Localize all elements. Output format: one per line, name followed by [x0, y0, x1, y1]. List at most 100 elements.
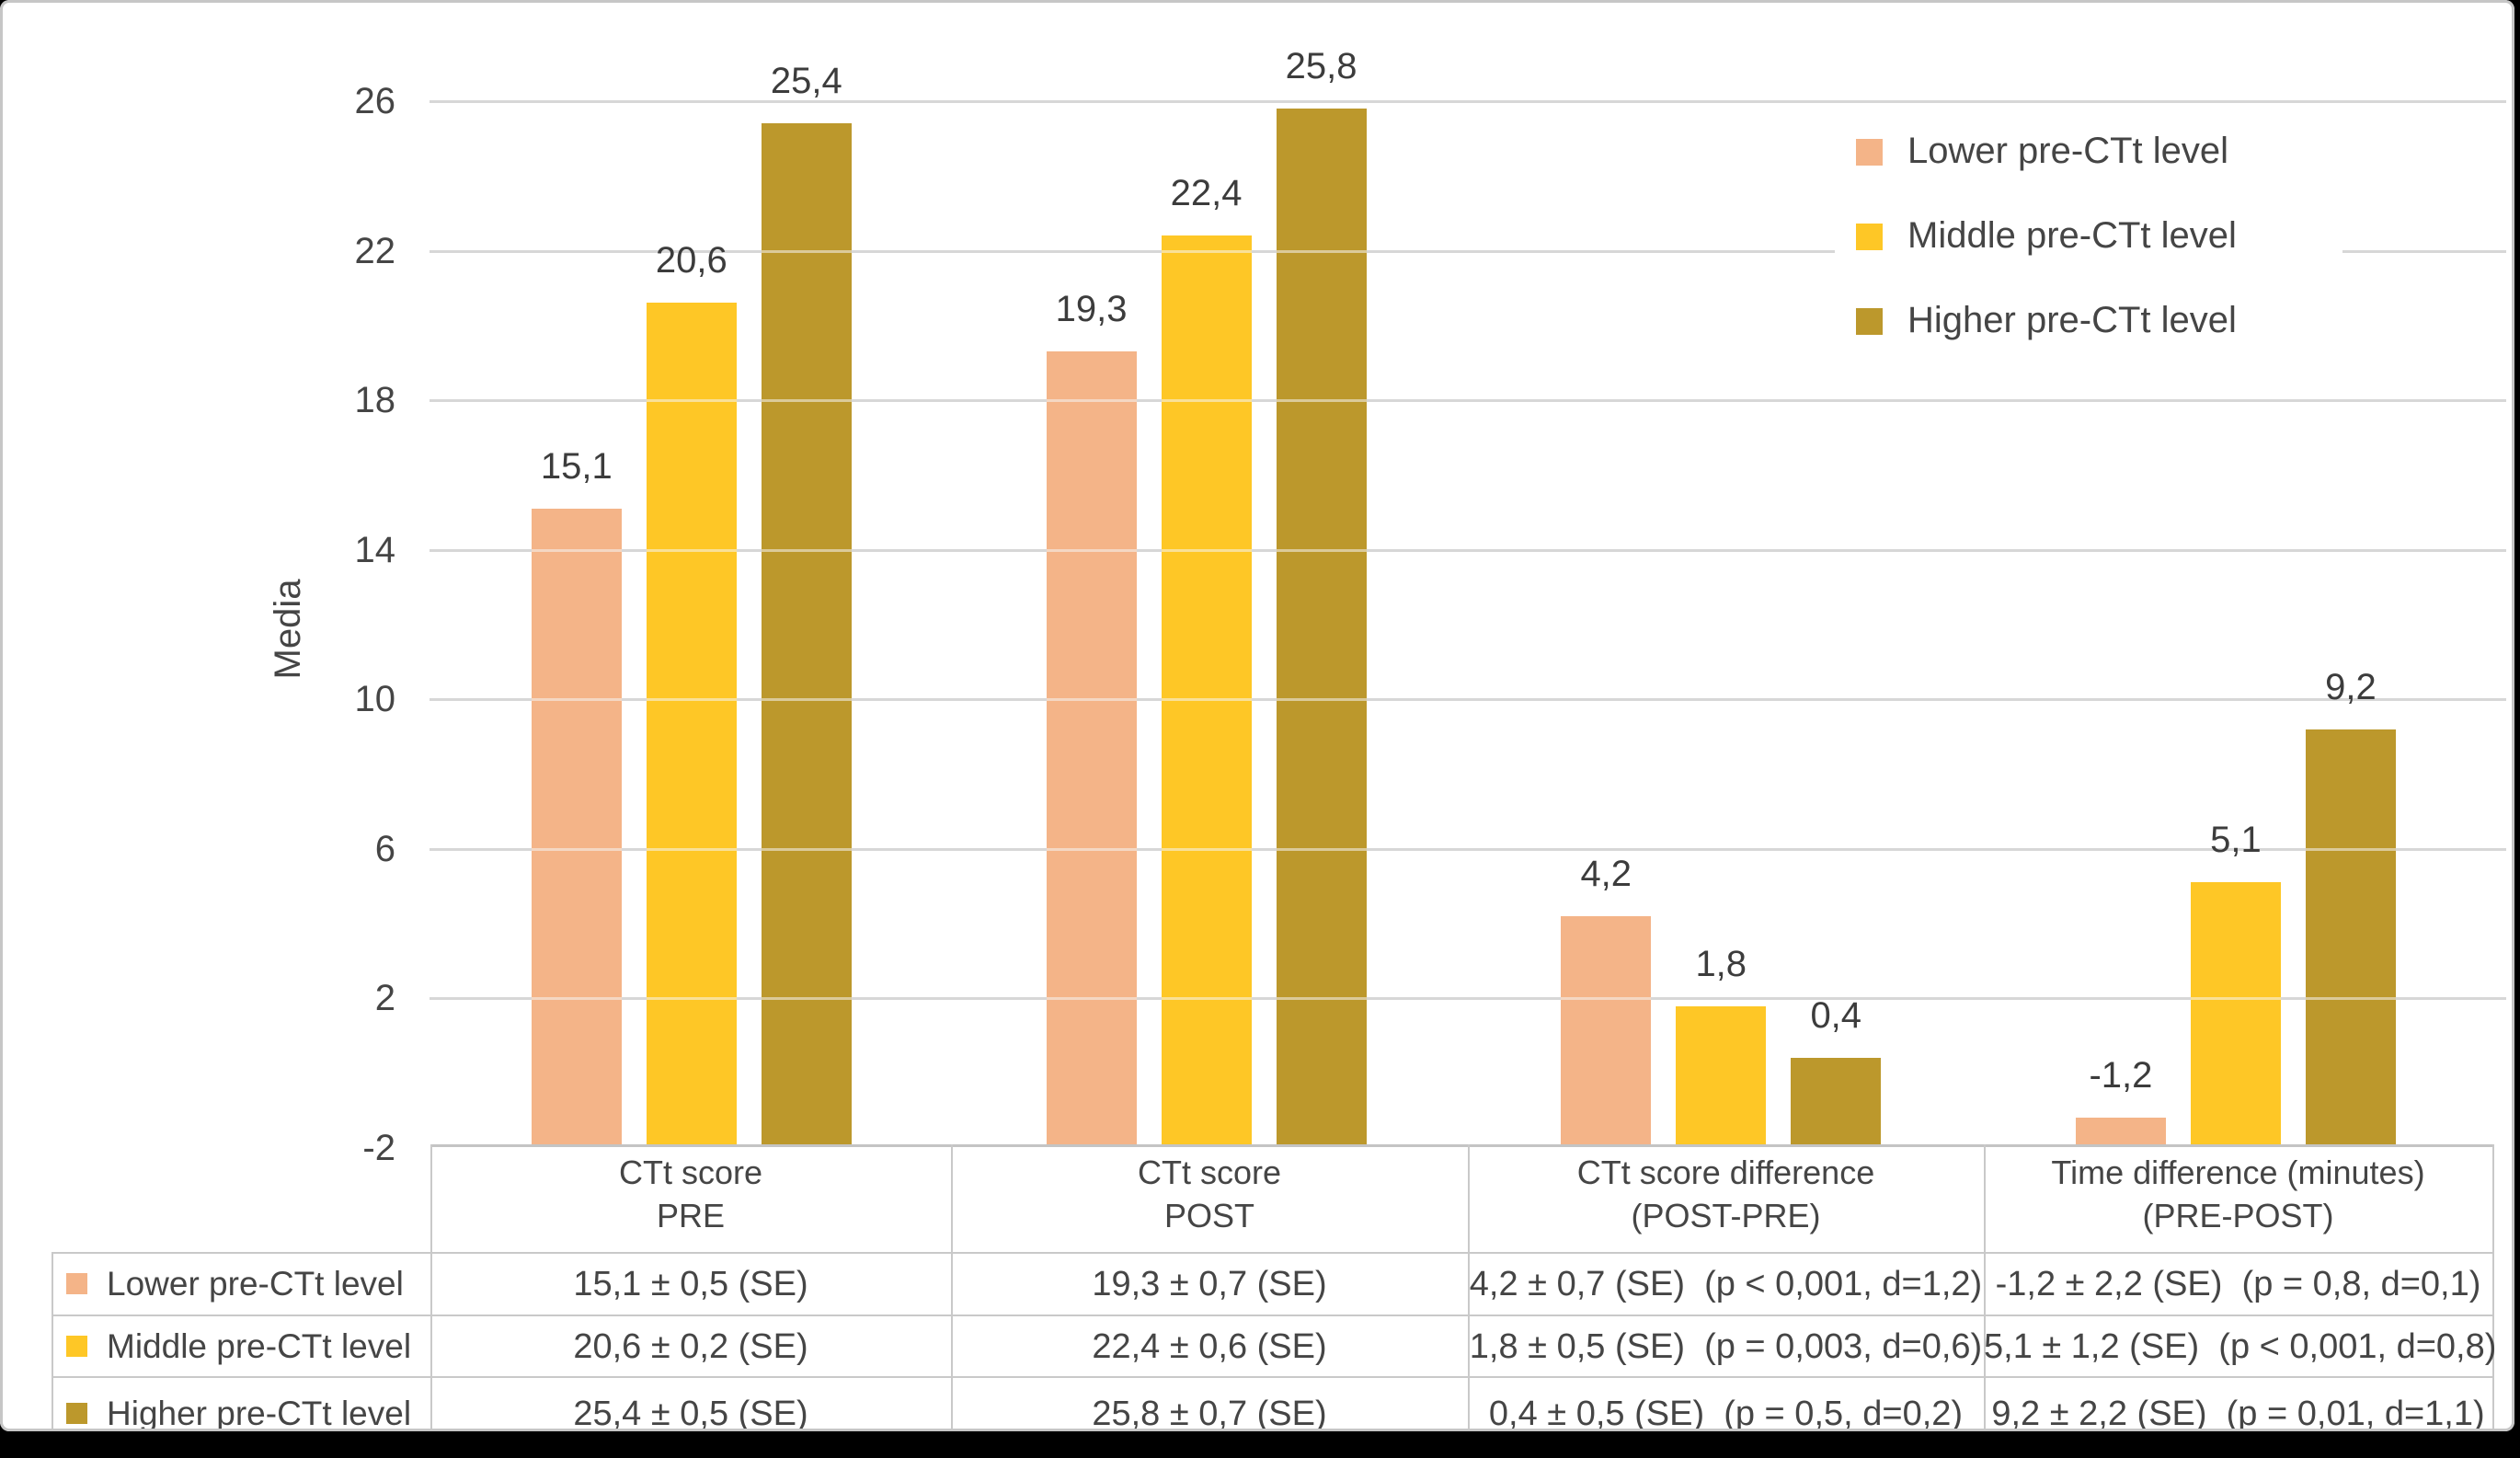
legend-item-lower: Lower pre-CTt level [1835, 110, 2342, 195]
gridline-over-bar [1161, 249, 1252, 253]
gridline-over-bar [2305, 847, 2396, 851]
bar-higher-cat4 [2305, 729, 2396, 1146]
gridline [430, 548, 2506, 552]
y-tick-label: 18 [354, 380, 396, 421]
table-border-line [2492, 1144, 2494, 1431]
gridline-over-bar [1276, 847, 1367, 851]
table-data-cell: 20,6 ± 0,2 (SE) [573, 1326, 808, 1366]
gridline [430, 399, 2506, 403]
gridline [430, 698, 2506, 702]
table-data-cell: 9,2 ± 2,2 (SE) (p = 0,01, d=1,1) [1991, 1394, 2485, 1432]
gridline-over-bar [1161, 847, 1252, 851]
gridline-over-bar [761, 249, 852, 253]
table-key-swatch-icon [66, 1402, 87, 1424]
gridline-over-bar [1276, 399, 1367, 403]
table-key-label: Lower pre-CTt level [107, 1265, 404, 1303]
gridline-over-bar [531, 698, 622, 702]
gridline-over-bar [1276, 249, 1367, 253]
bar-value-label: 19,3 [1055, 289, 1128, 330]
table-border-line [951, 1144, 953, 1431]
category-name-line1: Time difference (minutes) [2051, 1154, 2425, 1191]
category-name-line2: POST [1163, 1197, 1254, 1234]
y-tick-label: 22 [354, 230, 396, 271]
legend-label: Lower pre-CTt level [1907, 131, 2229, 171]
table-border-line [430, 1144, 432, 1431]
y-tick-label: 6 [374, 828, 395, 869]
gridline-over-bar [1161, 698, 1252, 702]
table-border-line [52, 1252, 2492, 1254]
bar-value-label: 4,2 [1580, 854, 1632, 894]
bar-higher-cat2 [1276, 109, 1367, 1146]
gridline-over-bar [646, 847, 737, 851]
table-data-cell: 19,3 ± 0,7 (SE) [1092, 1265, 1327, 1303]
table-border-line [52, 1252, 53, 1431]
gridline [430, 847, 2506, 851]
table-header-cell: CTt score POST [951, 1151, 1468, 1237]
gridline-over-bar [646, 698, 737, 702]
bar-higher-cat3 [1791, 1058, 1882, 1146]
category-name-line2: (POST-PRE) [1631, 1197, 1821, 1234]
bar-lower-cat1 [531, 509, 622, 1146]
table-border-line [1984, 1144, 1986, 1431]
gridline [430, 100, 2506, 103]
gridline-over-bar [1276, 548, 1367, 552]
bar-value-label: 25,8 [1285, 46, 1357, 87]
table-data-cell: 4,2 ± 0,7 (SE) (p < 0,001, d=1,2) [1469, 1265, 1983, 1303]
table-data-cell: 0,4 ± 0,5 (SE) (p = 0,5, d=0,2) [1488, 1394, 1964, 1432]
gridline-over-bar [1161, 997, 1252, 1001]
gridline-over-bar [1046, 548, 1137, 552]
gridline-over-bar [646, 997, 737, 1001]
gridline-over-bar [761, 847, 852, 851]
bar-value-label: 1,8 [1695, 943, 1747, 984]
legend-swatch-icon [1856, 308, 1883, 335]
legend-item-middle: Middle pre-CTt level [1835, 195, 2342, 280]
gridline-over-bar [1161, 548, 1252, 552]
y-tick-label: -2 [362, 1128, 395, 1168]
bar-lower-cat2 [1046, 351, 1137, 1146]
gridline-over-bar [1046, 399, 1137, 403]
table-key-label: Higher pre-CTt level [107, 1394, 412, 1432]
bar-higher-cat1 [761, 123, 852, 1146]
gridline-over-bar [1161, 399, 1252, 403]
table-key-cell: Middle pre-CTt level [52, 1315, 430, 1377]
gridline-over-bar [761, 997, 852, 1001]
gridline-over-bar [1046, 698, 1137, 702]
bar-middle-cat1 [646, 303, 737, 1146]
gridline-over-bar [531, 997, 622, 1001]
table-key-cell: Higher pre-CTt level [52, 1377, 430, 1431]
gridline-over-bar [531, 548, 622, 552]
table-key-cell: Lower pre-CTt level [52, 1253, 430, 1315]
category-name-line1: CTt score difference [1576, 1154, 1875, 1191]
gridline-over-bar [761, 548, 852, 552]
y-tick-label: 2 [374, 978, 395, 1019]
gridline-over-bar [1046, 847, 1137, 851]
table-data-cell: 25,8 ± 0,7 (SE) [1092, 1394, 1327, 1432]
bar-value-label: -1,2 [2089, 1055, 2153, 1096]
table-border-line [52, 1376, 2492, 1378]
table-data-cell: 1,8 ± 0,5 (SE) (p = 0,003, d=0,6) [1469, 1326, 1983, 1366]
table-key-label: Middle pre-CTt level [107, 1326, 412, 1365]
y-tick-label: 10 [354, 679, 396, 720]
chart-frame-border [0, 0, 2514, 1431]
category-name-line2: (PRE-POST) [2142, 1197, 2334, 1234]
gridline-over-bar [1046, 997, 1137, 1001]
table-key-swatch-icon [66, 1335, 87, 1357]
legend-swatch-icon [1856, 139, 1883, 166]
bar-value-label: 9,2 [2325, 666, 2377, 707]
gridline [430, 997, 2506, 1001]
bar-value-label: 5,1 [2210, 820, 2262, 861]
gridline [430, 249, 2506, 253]
table-header-cell: Time difference (minutes) (PRE-POST) [1984, 1151, 2492, 1237]
bar-value-label: 0,4 [1810, 995, 1862, 1037]
chart-frame: Media 26 22 18 14 10 6 2 -2 15,1 19,3 4,2 -1,2 20,6… [0, 0, 2514, 1431]
y-tick-label: 26 [354, 81, 396, 121]
table-header-cell: CTt score difference (POST-PRE) [1468, 1151, 1984, 1237]
gridline-over-bar [1561, 997, 1652, 1001]
table-data-cell: 5,1 ± 1,2 (SE) (p < 0,001, d=0,8) [1984, 1326, 2497, 1366]
y-tick-label: 14 [354, 529, 396, 570]
table-border-line [1468, 1144, 1470, 1431]
legend-swatch-icon [1856, 224, 1883, 250]
bar-value-label: 20,6 [655, 240, 727, 281]
gridline-over-bar [2190, 997, 2281, 1001]
